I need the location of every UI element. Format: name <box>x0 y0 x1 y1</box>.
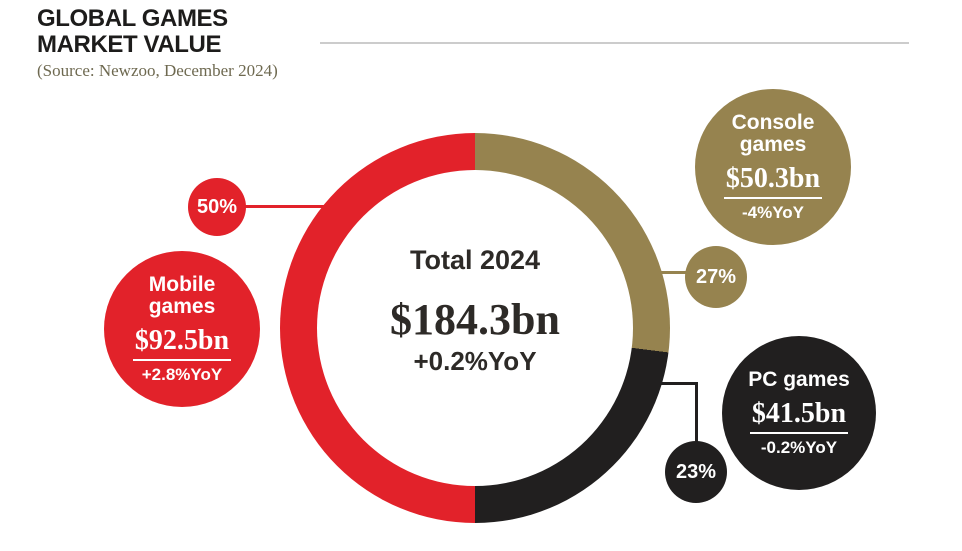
percent-bubble-pc: 23% <box>665 441 727 503</box>
percent-bubble-console: 27% <box>685 246 747 308</box>
donut-center-yoy: +0.2%YoY <box>413 346 537 376</box>
donut-center-value: $184.3bn <box>390 295 560 344</box>
donut-center-label: Total 2024 <box>409 245 541 275</box>
bubble-console-value: $50.3bn <box>723 164 823 199</box>
connector-console-27pct <box>656 271 687 274</box>
bubble-pc-yoy: -0.2%YoY <box>760 438 838 457</box>
bubble-console-name: Console games <box>731 111 815 156</box>
bubble-console-yoy: -4%YoY <box>741 203 805 222</box>
connector-mobile-50pct <box>244 205 326 208</box>
percent-label-pc: 23% <box>675 460 717 483</box>
bubble-pc-value: $41.5bn <box>749 399 849 434</box>
bubble-pc-games: PC games $41.5bn -0.2%YoY <box>722 336 876 490</box>
page-title: GLOBAL GAMES MARKET VALUE <box>37 6 228 58</box>
bubble-console-games: Console games $50.3bn -4%YoY <box>695 89 851 245</box>
donut-hole: Total 2024 $184.3bn +0.2%YoY <box>317 170 633 486</box>
donut-chart: Total 2024 $184.3bn +0.2%YoY <box>280 133 670 523</box>
bubble-mobile-name: Mobile games <box>148 273 216 318</box>
percent-label-mobile: 50% <box>196 195 238 218</box>
bubble-pc-name: PC games <box>748 368 850 391</box>
connector-pc-23pct-vertical <box>695 382 698 443</box>
bubble-mobile-value: $92.5bn <box>132 326 232 361</box>
percent-label-console: 27% <box>695 265 737 288</box>
bubble-mobile-yoy: +2.8%YoY <box>141 365 223 384</box>
page-title-line2: MARKET VALUE <box>37 31 222 58</box>
bubble-mobile-games: Mobile games $92.5bn +2.8%YoY <box>104 251 260 407</box>
page-title-line1: GLOBAL GAMES <box>37 5 228 32</box>
percent-bubble-mobile: 50% <box>188 178 246 236</box>
header-rule <box>320 42 909 44</box>
source-note: (Source: Newzoo, December 2024) <box>37 61 278 80</box>
connector-pc-23pct-horizontal <box>653 382 698 385</box>
